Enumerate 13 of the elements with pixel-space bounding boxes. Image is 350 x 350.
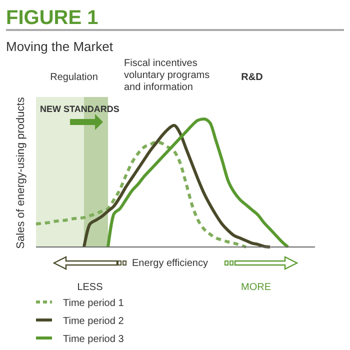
text: LESS xyxy=(77,282,104,293)
legend-label: Time period 3 xyxy=(63,334,124,345)
text: NEW STANDARDS xyxy=(40,104,120,114)
y-axis-title: Sales of energy-using products xyxy=(15,96,27,249)
chart-title: FIGURE 1 xyxy=(6,7,98,29)
text: MORE xyxy=(241,282,272,293)
text: Regulation xyxy=(50,72,98,83)
legend-label: Time period 2 xyxy=(63,316,124,327)
chart-subtitle: Moving the Market xyxy=(6,39,114,54)
text: R&D xyxy=(241,72,263,83)
text: Fiscal incentives voluntary programs and information xyxy=(124,58,210,93)
legend-label: Time period 1 xyxy=(63,298,124,309)
x-axis-title: Energy efficiency xyxy=(132,258,208,269)
